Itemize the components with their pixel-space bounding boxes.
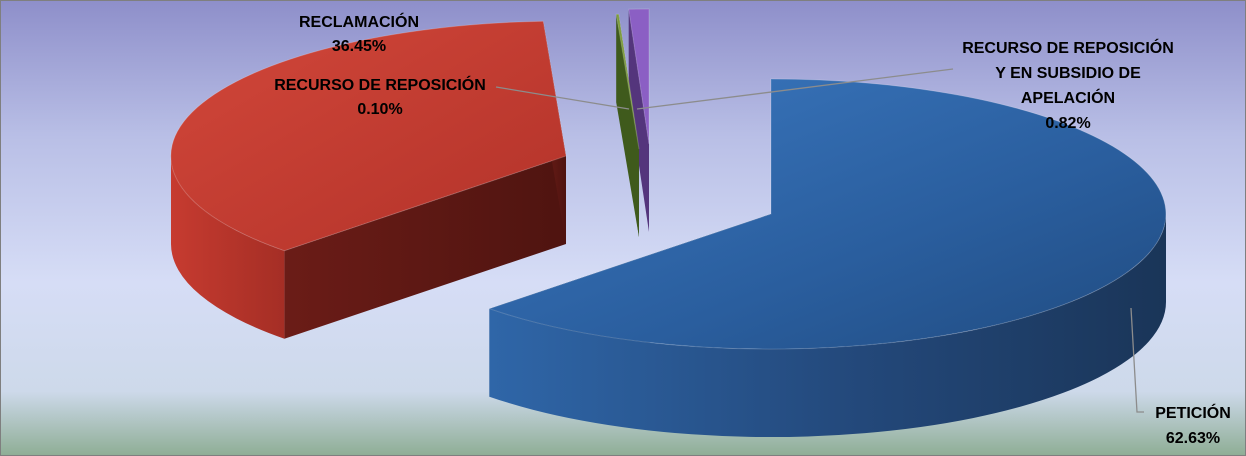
label-reposicion-name: RECURSO DE REPOSICIÓN	[274, 75, 486, 94]
label-apelacion-pct: 0.82%	[1045, 115, 1090, 132]
pie-slice-apelacion-top	[628, 8, 650, 145]
pie-slice-peticion-side	[489, 214, 1166, 438]
label-reclamacion-pct: 36.45%	[332, 38, 386, 55]
pie-slice-apelacion	[628, 8, 650, 233]
label-apelacion-line1: RECURSO DE REPOSICIÓN	[962, 38, 1174, 57]
label-reposicion-pct: 0.10%	[357, 101, 402, 118]
label-peticion-name: PETICIÓN	[1155, 403, 1231, 422]
leader-line-apelacion	[636, 68, 954, 110]
pie-slice-reclamacion-side	[171, 156, 285, 339]
label-apelacion-line2: Y EN SUBSIDIO DE	[995, 65, 1141, 82]
pie-slice-reposicion-top	[615, 13, 640, 150]
pie-slice-reposicion	[615, 13, 640, 238]
leader-line-reposicion	[495, 86, 630, 110]
pie-slice-peticion-top	[487, 78, 1167, 350]
pie-slice-reclamacion-wall	[284, 156, 566, 339]
label-reclamacion-name: RECLAMACIÓN	[299, 12, 419, 31]
pie-slice-peticion	[487, 78, 1167, 438]
pie-slice-reposicion-wall	[618, 14, 639, 238]
pie-slice-reclamacion-top	[170, 20, 567, 252]
label-apelacion-line3: APELACIÓN	[1021, 88, 1115, 107]
pie-slice-apelacion-wall	[628, 9, 649, 233]
label-peticion-pct: 62.63%	[1166, 430, 1220, 447]
leader-line-peticion	[1130, 307, 1144, 413]
pie-slice-reclamacion	[170, 20, 567, 339]
